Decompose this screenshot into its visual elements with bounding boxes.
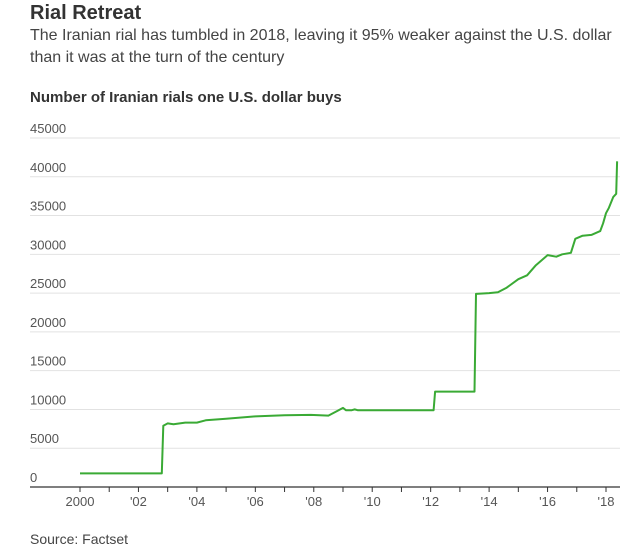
source-note: Source: Factset <box>30 531 129 547</box>
x-tick-label: '08 <box>305 494 322 509</box>
y-tick-label: 45000 <box>30 121 66 136</box>
x-tick-label: '14 <box>481 494 498 509</box>
y-tick-label: 25000 <box>30 276 66 291</box>
x-tick-label: '16 <box>539 494 556 509</box>
chart-title: Rial Retreat <box>30 2 142 24</box>
x-tick-label: '06 <box>247 494 264 509</box>
line-chart: 4500040000350003000025000200001500010000… <box>30 121 620 509</box>
x-tick-label: '04 <box>188 494 205 509</box>
y-tick-label: 5000 <box>30 431 59 446</box>
x-tick-label: '12 <box>422 494 439 509</box>
y-tick-label: 0 <box>30 470 37 485</box>
y-tick-label: 40000 <box>30 160 66 175</box>
chart-subtitle: The Iranian rial has tumbled in 2018, le… <box>30 27 612 66</box>
x-tick-label: 2000 <box>66 494 95 509</box>
y-axis-title: Number of Iranian rials one U.S. dollar … <box>30 89 342 106</box>
y-tick-label: 30000 <box>30 237 66 252</box>
y-tick-label: 35000 <box>30 199 66 214</box>
x-tick-label: '18 <box>598 494 615 509</box>
series-line <box>80 161 619 475</box>
x-tick-label: '02 <box>130 494 147 509</box>
y-tick-label: 20000 <box>30 315 66 330</box>
y-tick-label: 15000 <box>30 354 66 369</box>
x-tick-label: '10 <box>364 494 381 509</box>
y-tick-label: 10000 <box>30 392 66 407</box>
